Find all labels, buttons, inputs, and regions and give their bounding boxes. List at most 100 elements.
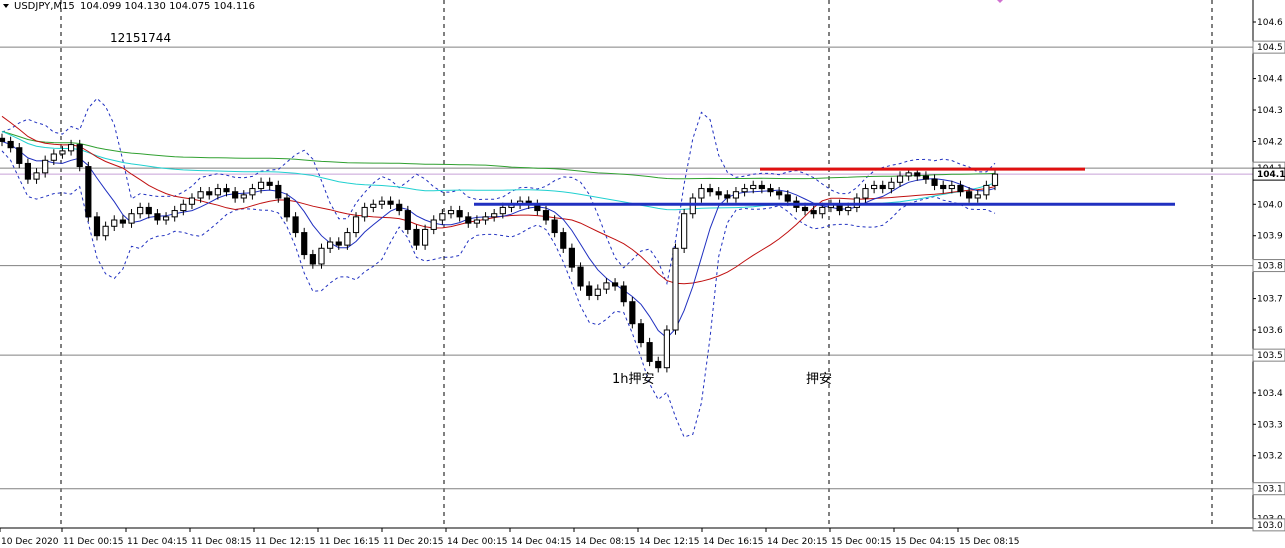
candle-body — [283, 197, 291, 218]
candle-body — [111, 219, 118, 227]
y-tick-label: 103.7 — [1257, 295, 1283, 305]
chart-header-symbol: USDJPY,M15 — [14, 1, 75, 12]
x-tick-label: 14 Dec 12:15 — [639, 537, 700, 547]
y-tick-label: 104.3 — [1257, 106, 1283, 116]
candle-body — [223, 188, 230, 193]
chart-grid — [0, 0, 1253, 528]
candle-body — [93, 216, 101, 237]
candle-body — [499, 206, 506, 215]
candle-body — [206, 191, 213, 196]
candle-body — [137, 206, 144, 215]
candle-body — [214, 188, 221, 196]
candle-body — [249, 188, 256, 196]
candle-body — [7, 140, 14, 149]
candle-body — [119, 219, 126, 224]
candle-body — [983, 184, 990, 196]
x-tick-label: 14 Dec 04:15 — [511, 537, 572, 547]
candle-body — [853, 197, 860, 208]
candle-body — [188, 197, 196, 205]
candle-body — [378, 200, 386, 205]
price-flag-label: 103.5 — [1257, 351, 1283, 361]
candle-body — [171, 210, 178, 218]
x-tick-label: 14 Dec 20:15 — [767, 537, 828, 547]
candle-body — [301, 232, 308, 256]
candle-body — [413, 228, 420, 246]
candle-body — [396, 203, 403, 212]
candle-body — [197, 191, 204, 199]
price-flag-label: 104.1 — [1257, 170, 1285, 180]
candle-body — [309, 254, 316, 265]
candle-body — [845, 206, 852, 212]
candle-body — [715, 191, 722, 196]
y-tick-label: 103.3 — [1257, 420, 1283, 430]
candle-body — [801, 206, 809, 212]
candle-body — [663, 329, 670, 369]
chart-header-ohlc: 104.099 104.130 104.075 104.116 — [80, 1, 255, 12]
candle-body — [162, 216, 170, 221]
candle-body — [560, 232, 567, 249]
candle-body — [862, 188, 869, 199]
candle-body — [275, 184, 282, 199]
candle-body — [387, 200, 394, 205]
candle-body — [180, 203, 187, 212]
candle-body — [879, 184, 886, 190]
candle-body — [422, 228, 429, 246]
x-tick-label: 11 Dec 00:15 — [63, 537, 124, 547]
candle-body — [819, 206, 826, 215]
price-level-flag — [1252, 40, 1285, 54]
candle-body — [456, 210, 463, 218]
x-tick-label: 11 Dec 04:15 — [127, 537, 188, 547]
y-tick-label: 104.4 — [1257, 75, 1283, 85]
candle-body — [991, 173, 999, 186]
candle-body — [327, 241, 334, 249]
candle-body — [689, 197, 696, 215]
candle-body — [655, 360, 662, 369]
candle-body — [784, 194, 791, 202]
candle-body — [724, 194, 731, 199]
candle-body — [732, 191, 740, 199]
candle-body — [611, 282, 619, 287]
candle-body — [232, 191, 239, 199]
candle-body — [888, 181, 895, 190]
price-flag-label: 103.1 — [1257, 485, 1283, 495]
x-tick-label: 10 Dec 2020 — [1, 537, 59, 547]
candle-body — [767, 188, 774, 193]
y-tick-label: 104.0 — [1257, 200, 1283, 210]
candle-body — [681, 213, 688, 249]
candle-body — [266, 181, 273, 186]
annotation-pullback: 押安 — [806, 372, 832, 387]
bollinger-bands — [1, 97, 996, 438]
candle-body — [292, 216, 299, 234]
candle-body — [0, 137, 6, 142]
price-level-flag — [1252, 348, 1285, 362]
candle-body — [810, 210, 817, 215]
candle-body — [50, 153, 57, 161]
x-tick-label: 15 Dec 08:15 — [959, 537, 1020, 547]
annotation-1h-pullback: 1h押安 — [612, 372, 655, 387]
candle-body — [85, 166, 92, 218]
y-tick-label: 103.6 — [1257, 326, 1283, 336]
account-id-label: 12151744 — [110, 31, 171, 45]
candle-body — [240, 194, 247, 199]
y-tick-label: 104.6 — [1257, 18, 1283, 28]
candle-body — [447, 210, 455, 215]
candle-body — [361, 206, 368, 218]
collapse-arrow-icon[interactable] — [3, 4, 9, 8]
candle-body — [905, 172, 912, 177]
candle-body — [637, 323, 645, 344]
candle-body — [896, 175, 904, 183]
x-tick-label: 11 Dec 16:15 — [319, 537, 380, 547]
x-tick-label: 11 Dec 20:15 — [383, 537, 444, 547]
price-level-flag — [1252, 518, 1285, 532]
x-tick-label: 15 Dec 04:15 — [895, 537, 956, 547]
candle-body — [594, 288, 601, 296]
candle-body — [629, 301, 636, 325]
candle-body — [914, 172, 921, 177]
price-level-flag — [1252, 259, 1285, 273]
candle-body — [577, 266, 584, 287]
candle-body — [646, 342, 653, 362]
candle-body — [750, 184, 757, 190]
